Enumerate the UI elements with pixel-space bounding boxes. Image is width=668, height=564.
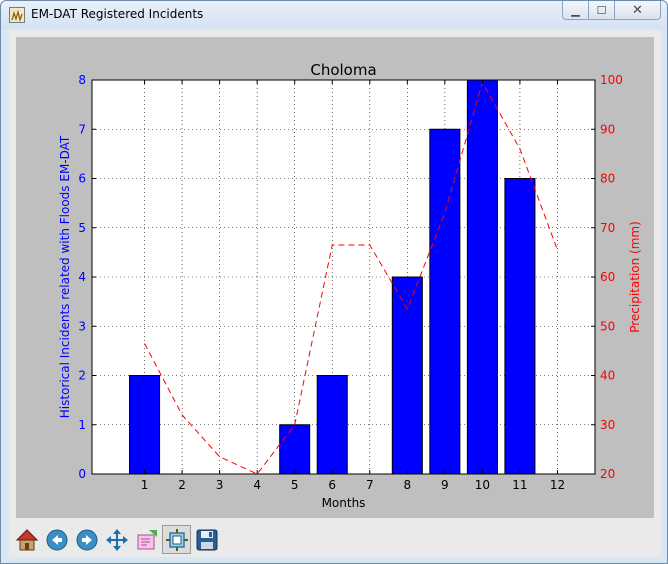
pan-arrows-icon [105, 528, 128, 551]
y-tick-label-right: 80 [600, 172, 615, 186]
y-tick-label-left: 3 [78, 319, 86, 333]
x-tick-label: 12 [550, 478, 565, 492]
window-title: EM-DAT Registered Incidents [31, 7, 204, 21]
configure-subplots-button[interactable] [162, 525, 191, 554]
y-tick-label-left: 1 [78, 418, 86, 432]
y-tick-label-left: 4 [78, 270, 86, 284]
client-area: 1 2 3 4 5 6 7 8 9 10 11 12 0 1 2 3 4 5 6 7 8 20 30 40 50 60 70 80 90… [9, 30, 661, 557]
y-tick-label-left: 7 [78, 122, 86, 136]
x-axis-label: Months [322, 496, 366, 510]
bar [504, 178, 536, 475]
app-icon [9, 7, 25, 23]
y-tick-label-right: 90 [600, 122, 615, 136]
y-tick-label-right: 20 [600, 467, 615, 481]
forward-arrow-icon [76, 529, 97, 550]
x-tick-label: 4 [253, 478, 261, 492]
y-tick-label-left: 2 [78, 369, 86, 383]
bar [429, 128, 461, 475]
chart-title: Choloma [310, 61, 376, 79]
y-axis-label-left: Historical Incidents related with Floods… [58, 135, 72, 418]
y-axis-label-right: Precipitation (mm) [628, 221, 642, 333]
save-button[interactable] [192, 525, 221, 554]
x-tick-label: 10 [475, 478, 490, 492]
bar [129, 375, 161, 475]
bar [279, 424, 311, 475]
y-tick-label-right: 50 [600, 319, 615, 333]
y-tick-label-right: 30 [600, 418, 615, 432]
save-disk-icon [196, 529, 217, 550]
y-tick-label-left: 5 [78, 221, 86, 235]
title-bar[interactable]: EM-DAT Registered Incidents ▁ ☐ ✕ [1, 1, 667, 29]
forward-button[interactable] [72, 525, 101, 554]
x-tick-label: 11 [512, 478, 527, 492]
pan-button[interactable] [102, 525, 131, 554]
x-tick-label: 6 [328, 478, 336, 492]
bar [391, 276, 423, 475]
maximize-button[interactable]: ☐ [589, 1, 615, 20]
y-tick-label-left: 8 [78, 73, 86, 87]
figure-canvas: 1 2 3 4 5 6 7 8 9 10 11 12 0 1 2 3 4 5 6 7 8 20 30 40 50 60 70 80 90… [16, 37, 654, 518]
back-button[interactable] [42, 525, 71, 554]
y-tick-label-right: 100 [600, 73, 623, 87]
precipitation-line [144, 81, 558, 475]
x-tick-label: 8 [403, 478, 411, 492]
bar [316, 375, 348, 475]
x-tick-label: 5 [291, 478, 299, 492]
zoom-rectangle-icon [137, 529, 157, 549]
bar [466, 79, 498, 475]
x-tick-label: 9 [441, 478, 449, 492]
y-tick-label-left: 0 [78, 467, 86, 481]
minimize-button[interactable]: ▁ [562, 1, 589, 20]
y-tick-label-right: 40 [600, 369, 615, 383]
x-tick-label: 1 [141, 478, 149, 492]
back-arrow-icon [46, 529, 67, 550]
home-button[interactable] [12, 525, 41, 554]
home-icon [15, 528, 38, 550]
subplots-icon [165, 528, 188, 551]
y-tick-label-right: 70 [600, 221, 615, 235]
y-tick-label-right: 60 [600, 270, 615, 284]
x-tick-label: 3 [216, 478, 224, 492]
y-tick-label-left: 6 [78, 172, 86, 186]
chart-svg: 1 2 3 4 5 6 7 8 9 10 11 120123456782030405060708090… [58, 61, 642, 510]
close-button[interactable]: ✕ [615, 1, 661, 20]
navigation-toolbar [9, 522, 661, 557]
zoom-button[interactable] [132, 525, 161, 554]
x-tick-label: 7 [366, 478, 374, 492]
x-tick-label: 2 [178, 478, 186, 492]
